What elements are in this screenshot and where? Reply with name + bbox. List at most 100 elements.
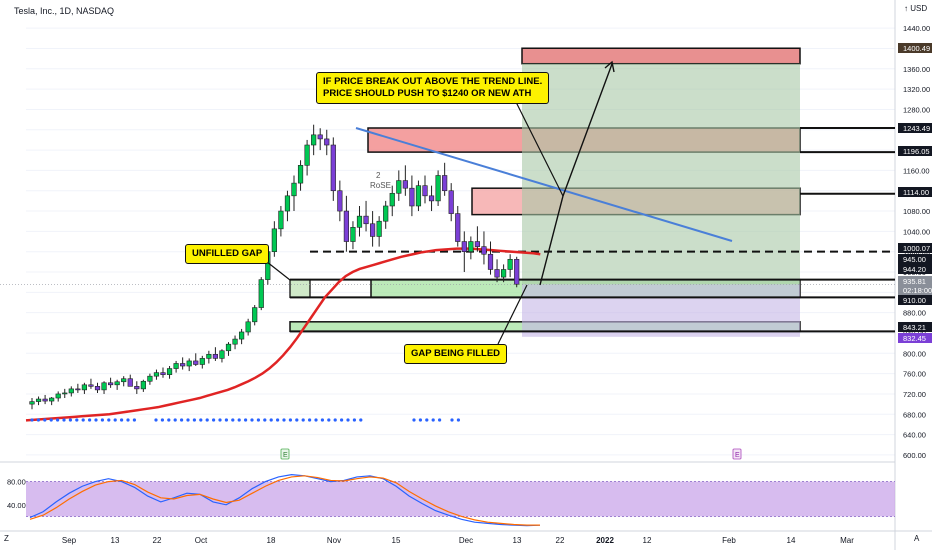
signal-dot	[314, 418, 318, 422]
event-marker-label: E	[735, 452, 740, 459]
candle-body	[147, 375, 153, 382]
candle-body	[284, 195, 291, 212]
candle-body	[317, 134, 323, 140]
corner-left-label: Z	[4, 534, 9, 543]
candle-body	[62, 392, 68, 395]
y-tick-label: 1440.00	[903, 24, 930, 33]
x-tick-label: Mar	[840, 536, 854, 545]
signal-dot	[167, 418, 171, 422]
candle-body	[134, 386, 140, 390]
candle-note-top: 2	[376, 171, 381, 180]
price-badge	[898, 254, 932, 264]
x-tick-label: Dec	[459, 536, 473, 545]
signal-dot	[218, 418, 222, 422]
currency-label[interactable]: ↑ USD	[904, 4, 927, 13]
x-tick-label: 22	[153, 536, 162, 545]
price-badge	[898, 295, 932, 305]
candle-body	[474, 241, 481, 247]
price-badge	[898, 333, 932, 343]
y-tick-label: 760.00	[903, 370, 926, 379]
signal-dot	[107, 418, 111, 422]
candle-body	[514, 259, 520, 285]
price-badge-label: 945.00	[903, 255, 926, 264]
y-tick-label: 680.00	[903, 410, 926, 419]
candle-body	[206, 354, 212, 359]
price-badge	[898, 146, 932, 156]
signal-dot	[43, 418, 47, 422]
signal-dot	[126, 418, 130, 422]
x-tick-label: 2022	[596, 536, 614, 545]
callout-pointer	[514, 99, 564, 197]
signal-dot	[308, 418, 312, 422]
price-badge	[898, 276, 932, 286]
candle-body	[75, 388, 81, 391]
corner-right-label: A	[914, 534, 920, 543]
candle-body	[101, 382, 107, 391]
price-badge-label: 1243.49	[903, 124, 930, 133]
price-badge	[898, 243, 932, 253]
candle-body	[68, 388, 74, 394]
candle-body	[422, 185, 428, 197]
signal-dot	[94, 418, 98, 422]
candle-body	[245, 321, 251, 333]
osc-tick-label: 40.00	[7, 501, 26, 510]
signal-dot	[180, 418, 184, 422]
candle-body	[239, 331, 245, 340]
candle-body	[297, 165, 304, 184]
candle-body	[363, 215, 369, 225]
price-badge-label: 935.81	[903, 277, 926, 286]
unfilled-gap-callout[interactable]: UNFILLED GAP	[185, 244, 270, 264]
signal-dot	[263, 418, 267, 422]
candle-body	[108, 382, 114, 386]
x-tick-label: Feb	[722, 536, 736, 545]
candle-body	[461, 241, 467, 253]
candle-note-bottom: RoSE	[370, 181, 391, 190]
candle-body	[448, 190, 454, 214]
signal-dot	[359, 418, 363, 422]
signal-dot	[75, 418, 79, 422]
gap-filling-callout[interactable]: GAP BEING FILLED	[404, 344, 508, 364]
candle-body	[304, 144, 310, 166]
x-tick-label: Oct	[195, 536, 208, 545]
signal-dot	[212, 418, 216, 422]
signal-dot	[340, 418, 344, 422]
zone-profit	[522, 63, 800, 285]
candle-body	[337, 190, 343, 212]
candle-body	[42, 398, 48, 402]
candle-body	[278, 210, 284, 230]
x-tick-label: Sep	[62, 536, 77, 545]
price-badge	[898, 322, 932, 332]
price-badge	[898, 285, 932, 295]
candle-body	[494, 269, 500, 278]
candle-body	[193, 360, 199, 365]
candle-body	[435, 175, 441, 202]
signal-dot	[231, 418, 235, 422]
y-tick-label: 1080.00	[903, 207, 930, 216]
signal-dot	[269, 418, 273, 422]
signal-dot	[282, 418, 286, 422]
osc-tick-label: 80.00	[7, 478, 26, 487]
candle-body	[212, 354, 219, 359]
signal-dot	[224, 418, 228, 422]
candle-body	[389, 192, 395, 207]
candle-body	[88, 384, 94, 387]
signal-dot	[256, 418, 260, 422]
candle-body	[140, 380, 146, 390]
signal-dot	[450, 418, 454, 422]
x-tick-label: 13	[513, 536, 522, 545]
price-badge-label: 02:18:00	[903, 286, 932, 295]
candle-body	[500, 269, 507, 278]
signal-dot	[412, 418, 416, 422]
trend-break-callout[interactable]: IF PRICE BREAK OUT ABOVE THE TREND LINE.…	[316, 72, 550, 104]
candle-body	[127, 378, 133, 387]
candle-body	[455, 213, 461, 242]
signal-dot	[173, 418, 177, 422]
currency-prefix: ↑	[904, 4, 908, 13]
signal-dot	[352, 418, 356, 422]
candle-body	[402, 180, 408, 189]
signal-dot	[160, 418, 164, 422]
signal-dot	[132, 418, 136, 422]
signal-dot	[120, 418, 124, 422]
candle-body	[507, 259, 513, 270]
